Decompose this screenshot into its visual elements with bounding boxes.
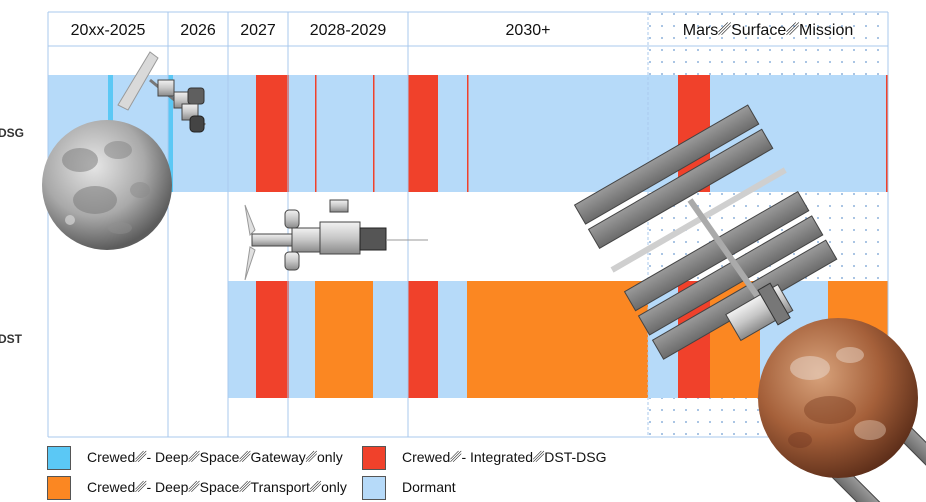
mars-illustration [758, 318, 918, 478]
dsg-integrated-2030 [408, 75, 438, 192]
header-2027: 2027 [240, 22, 276, 39]
row-label-dst: DST [0, 332, 22, 346]
dsg-gateway-crew-2 [168, 75, 173, 192]
legend-label-gateway: Crewed␥- Deep␥Space␥Gateway␥only [87, 449, 343, 465]
legend-swatch-transport [47, 476, 71, 500]
gateway-station-illustration [117, 51, 206, 133]
row-label-dsg: DSG [0, 126, 25, 140]
legend-label-transport: Crewed␥- Deep␥Space␥Transport␥only [87, 479, 347, 495]
transport-spacecraft-illustration [573, 104, 926, 502]
legend-swatch-integrated [362, 446, 386, 470]
header-2026: 2026 [180, 22, 216, 39]
legend-label-dormant: Dormant [402, 479, 456, 495]
dst-transport-2028 [315, 281, 373, 398]
dsg-integrated-2027 [256, 75, 289, 192]
dst-transport-2030 [467, 281, 648, 398]
header-20xx-2025: 20xx-2025 [70, 22, 146, 39]
moon-illustration [42, 120, 172, 250]
legend-swatch-dormant [362, 476, 386, 500]
dst-integrated-2027 [256, 281, 289, 398]
header-2028-2029: 2028-2029 [309, 22, 387, 39]
dst-integrated-2030 [408, 281, 438, 398]
header-mars-surface-mission: Mars␥Surface␥Mission [682, 22, 854, 39]
legend-swatch-gateway [47, 446, 71, 470]
legend-label-integrated: Crewed␥- Integrated␥DST-DSG [402, 449, 607, 465]
header-2030-plus: 2030+ [505, 22, 551, 39]
integrated-stack-illustration [244, 199, 428, 281]
